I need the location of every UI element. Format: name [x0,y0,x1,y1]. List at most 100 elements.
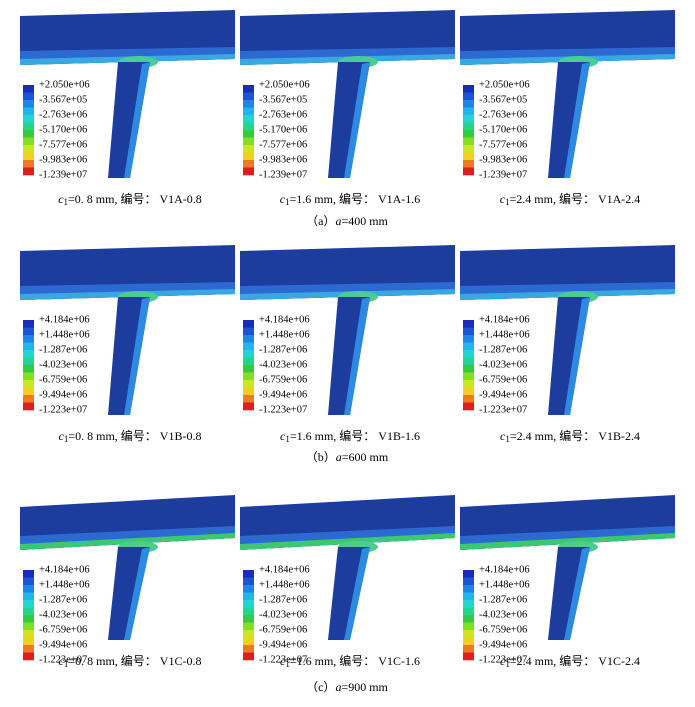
panel-caption: c1=0. 8 mm, 编号： V1C-0.8 [59,653,202,669]
legend-swatch [23,637,34,646]
legend-swatch [243,122,254,131]
legend-label: -6.759e+06 [259,624,307,635]
legend-swatch [23,85,34,93]
legend-swatch [243,335,254,343]
legend-swatch [463,145,474,153]
legend-swatch [243,365,254,373]
group-text: =600 mm [342,450,389,464]
contour-panel: +2.050e+06 -3.567e+05 -2.763e+06 -5.170e+06… [20,10,235,207]
legend-swatch [243,592,254,601]
legend-label: -1.223e+07 [259,654,307,665]
legend-swatch [463,167,474,176]
legend-label: -5.170e+06 [479,124,527,135]
legend-label: -6.759e+06 [39,374,87,385]
legend-swatch [463,320,474,328]
legend-label: +2.050e+06 [479,79,530,90]
legend-label: -1.223e+07 [39,404,87,415]
legend-swatch [23,160,34,168]
panel-caption: c1=1.6 mm, 编号： V1C-1.6 [280,653,420,669]
legend-swatch [463,115,474,123]
legend-label: -9.494e+06 [479,389,527,400]
legend-swatch [23,380,34,388]
legend-swatch [23,395,34,403]
legend-label: -3.567e+05 [39,94,87,105]
legend-label: -1.287e+06 [39,344,87,355]
caption-text: =1.6 mm, 编号： [290,653,378,668]
legend-swatch [463,615,474,623]
legend-label: -4.023e+06 [479,359,527,370]
contour-panel: +4.184e+06 +1.448e+06 -1.287e+06 -4.023e+06… [20,245,235,444]
legend-label: -1.239e+07 [39,169,87,180]
column-band [344,547,370,640]
legend-swatch [243,645,254,653]
panel-caption: c1=2.4 mm, 编号： V1C-2.4 [500,653,640,669]
caption-text: =2.4 mm, 编号： [510,428,598,443]
caption-id: V1C-1.6 [378,654,420,668]
legend-swatch [463,327,474,336]
legend-swatch [23,92,34,101]
legend-swatch [23,585,34,593]
legend-swatch [243,167,254,176]
legend-swatch [243,607,254,616]
legend-swatch [243,395,254,403]
caption-sub: 1 [285,659,290,669]
legend-swatch [243,327,254,336]
legend-swatch [463,652,474,661]
legend-label: -6.759e+06 [479,624,527,635]
legend-label: +4.184e+06 [259,314,310,325]
legend-swatch [463,357,474,366]
caption-text: =1.6 mm, 编号： [290,191,378,206]
caption-sub: 1 [505,434,510,444]
legend-label: +1.448e+06 [259,329,310,340]
contour-panel: +4.184e+06 +1.448e+06 -1.287e+06 -4.023e+06… [240,495,455,669]
legend-swatch [23,592,34,601]
legend-label: -9.494e+06 [479,639,527,650]
legend-swatch [243,152,254,161]
legend-swatch [243,100,254,108]
caption-sub: 1 [64,659,69,669]
caption-text: =0. 8 mm, 编号： [68,653,159,668]
column-band [124,547,150,640]
legend-swatch [463,160,474,168]
group-text: =400 mm [341,214,388,228]
legend-swatch [463,100,474,108]
caption-text: =1.6 mm, 编号： [290,428,378,443]
caption-text: =0. 8 mm, 编号： [68,191,159,206]
legend-label: -1.223e+07 [259,404,307,415]
legend-swatch [23,615,34,623]
legend-swatch [23,387,34,396]
group-caption: （b）a=600 mm [306,450,389,464]
legend-swatch [463,600,474,608]
caption-id: V1A-0.8 [159,192,201,206]
legend-label: -1.287e+06 [479,344,527,355]
legend-swatch [463,630,474,638]
legend-swatch [23,327,34,336]
legend-label: +2.050e+06 [259,79,310,90]
legend-swatch [463,592,474,601]
caption-id: V1A-1.6 [378,192,420,206]
legend-label: +4.184e+06 [39,314,90,325]
legend-label: -1.287e+06 [39,594,87,605]
caption-var: c [280,654,286,668]
legend-label: -2.763e+06 [39,109,87,120]
caption-sub: 1 [64,434,69,444]
legend-label: -3.567e+05 [479,94,527,105]
legend-label: -1.287e+06 [259,344,307,355]
legend-swatch [463,395,474,403]
legend-swatch [463,402,474,411]
caption-var: c [58,192,64,206]
legend-swatch [23,100,34,108]
legend-swatch [243,637,254,646]
caption-id: V1C-0.8 [160,654,202,668]
legend-swatch [23,122,34,131]
legend-swatch [23,577,34,586]
group-caption: （a）a=400 mm [306,214,388,228]
beam-band [240,533,455,550]
legend-swatch [23,335,34,343]
caption-var: c [500,429,506,443]
legend-swatch [463,380,474,388]
legend-label: +1.448e+06 [39,579,90,590]
legend-label: -1.287e+06 [479,594,527,605]
legend-swatch [23,607,34,616]
